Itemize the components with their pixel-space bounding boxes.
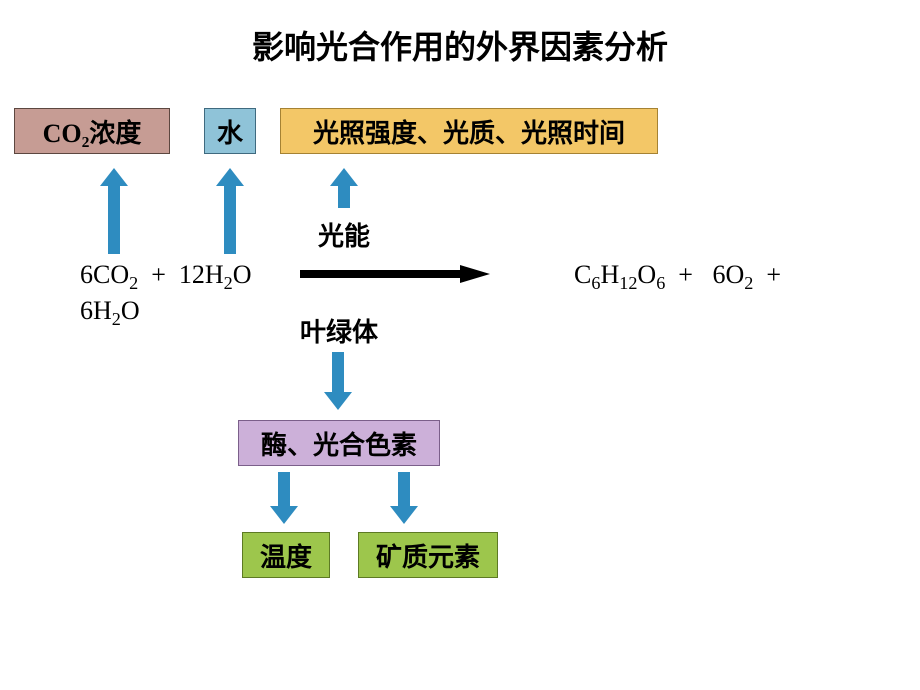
box-light: 光照强度、光质、光照时间 [280, 108, 658, 154]
arrow-water-up [216, 168, 244, 254]
box-water: 水 [204, 108, 256, 154]
label-light-energy: 光能 [318, 216, 370, 253]
arrow-mineral-dn [390, 472, 418, 524]
label-chloroplast: 叶绿体 [300, 312, 378, 349]
equation-left-line1: 6CO2 + 12H2O [80, 260, 252, 290]
arrow-chloro-dn [324, 352, 352, 410]
equation-left-line2: 6H2O [80, 296, 140, 326]
box-temp-label: 温度 [260, 537, 312, 574]
box-co2-label: CO₂浓度 [43, 113, 142, 150]
box-enzyme: 酶、光合色素 [238, 420, 440, 466]
reaction-arrow [300, 265, 490, 283]
arrow-co2-up [100, 168, 128, 254]
box-light-label: 光照强度、光质、光照时间 [313, 113, 625, 150]
box-mineral-label: 矿质元素 [376, 537, 480, 574]
page-title: 影响光合作用的外界因素分析 [0, 22, 920, 68]
box-mineral: 矿质元素 [358, 532, 498, 578]
box-co2: CO₂浓度 [14, 108, 170, 154]
equation-right: C6H12O6 + 6O2 + [574, 260, 781, 290]
slide-canvas: 影响光合作用的外界因素分析 CO₂浓度 水 光照强度、光质、光照时间 酶、光合色… [0, 0, 920, 690]
box-water-label: 水 [217, 113, 243, 150]
arrow-layer [0, 0, 920, 690]
box-enzyme-label: 酶、光合色素 [261, 425, 417, 462]
arrow-light-up [330, 168, 358, 208]
arrow-temp-dn [270, 472, 298, 524]
box-temp: 温度 [242, 532, 330, 578]
